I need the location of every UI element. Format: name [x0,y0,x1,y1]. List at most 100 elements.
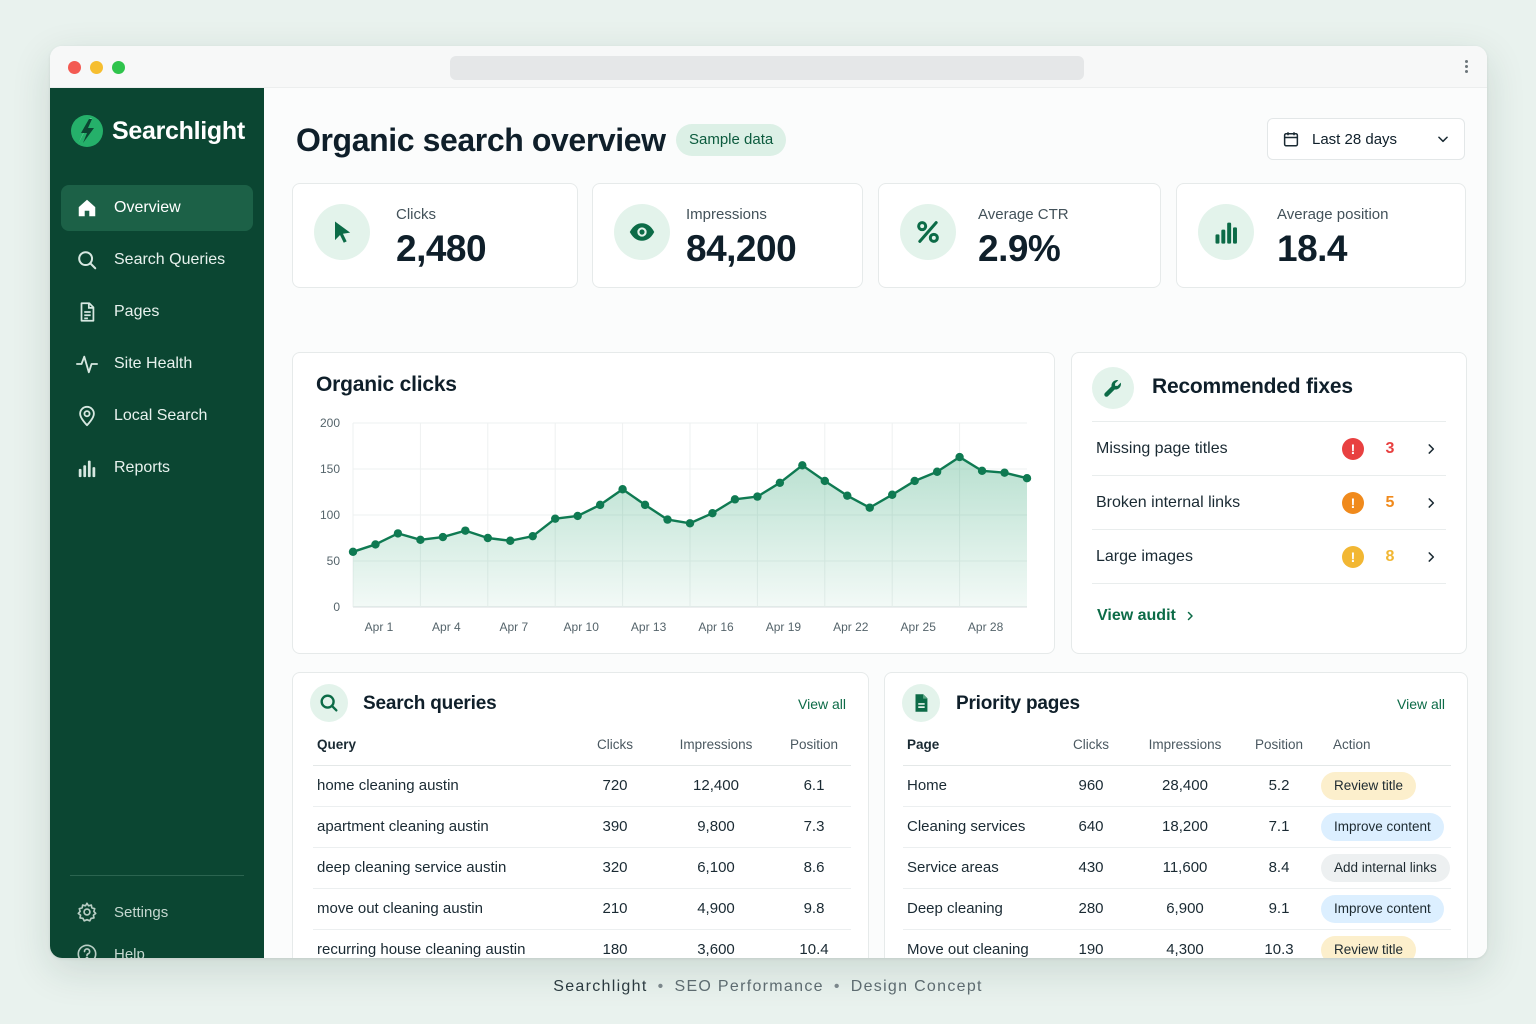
page-cell: Move out cleaning [907,941,1029,958]
sidebar-item-label: Reports [114,459,171,476]
metric-cell: 10.3 [1264,941,1294,958]
table-row[interactable]: Deep cleaning 280 6,900 9.1 Improve content [903,888,1451,930]
action-pill[interactable]: Review title [1321,935,1417,958]
sidebar-item-local-search[interactable]: Local Search [61,393,253,439]
x-tick-label: Apr 4 [432,620,461,634]
kpi-card-average-position: Average position 18.4 [1176,183,1466,288]
metric-cell: 9.8 [777,888,851,930]
priority-pages-card: Priority pages View all Page Clicks Impres… [884,672,1468,958]
kpi-card-impressions: Impressions 84,200 [592,183,863,288]
table-row[interactable]: apartment cleaning austin 390 9,800 7.3 [313,806,851,848]
table-row[interactable]: Move out cleaning 190 4,300 10.3 Review titl… [903,929,1451,958]
data-point [371,540,380,549]
fix-count: 5 [1385,493,1395,511]
column-header[interactable]: Impressions [655,725,777,766]
search-queries-card: Search queries View all Query Clicks Impre… [292,672,869,958]
data-point [910,476,919,486]
column-header[interactable]: Action [1315,725,1451,766]
table-row[interactable]: Cleaning services 640 18,200 7.1 Improve con… [903,806,1451,848]
y-tick-label: 150 [320,462,340,476]
table-row[interactable]: home cleaning austin 720 12,400 6.1 [313,765,851,807]
pages-view-all-link[interactable]: View all [1397,696,1445,712]
sidebar-divider [70,875,244,876]
sidebar-item-help[interactable]: Help [61,934,253,958]
close-window-button[interactable] [68,61,81,74]
column-header[interactable]: Clicks [575,725,655,766]
sidebar-bottom-nav: Settings Help [61,892,253,958]
fixes-title: Recommended fixes [1152,375,1353,398]
percent-icon [917,221,939,243]
kpi-value: 2,480 [396,228,487,269]
sidebar-item-pages[interactable]: Pages [61,289,253,335]
table-row[interactable]: Home 960 28,400 5.2 Review title [903,765,1451,807]
column-header[interactable]: Page [903,725,1055,766]
metric-cell: 430 [1055,847,1127,889]
table-row[interactable]: move out cleaning austin 210 4,900 9.8 [313,888,851,930]
fix-row[interactable]: Broken internal links! 5 [1092,475,1446,529]
data-point [461,526,470,535]
action-pill[interactable]: Add internal links [1321,853,1450,882]
alert-icon: ! [1342,437,1364,460]
action-pill[interactable]: Review title [1321,771,1417,800]
metric-cell: 8.4 [1243,847,1315,889]
sidebar-item-overview[interactable]: Overview [61,185,253,231]
data-point [798,461,807,470]
browser-menu-icon[interactable] [1461,58,1471,78]
kpi-label: Clicks [396,206,436,223]
page-cell: Deep cleaning [903,888,1055,930]
action-pill[interactable]: Improve content [1321,894,1444,923]
fix-row[interactable]: Missing page titles! 3 [1092,421,1446,475]
page-cell: Service areas [903,847,1055,889]
sidebar-item-reports[interactable]: Reports [61,445,253,491]
x-tick-label: Apr 25 [901,620,937,634]
table-row[interactable]: recurring house cleaning austin 180 3,600 1… [313,929,851,958]
column-header[interactable]: Position [1243,725,1315,766]
data-point [663,515,672,524]
chevron-right-icon [1416,550,1446,564]
alert-icon: ! [1342,545,1364,568]
sidebar-item-settings[interactable]: Settings [61,892,253,932]
footer-caption: Searchlight • SEO Performance • Design Conce… [0,978,1536,996]
kpi-icon-wrap [314,204,370,260]
document-icon [915,694,928,712]
table-row[interactable]: Service areas 430 11,600 8.4 Add internal li… [903,847,1451,889]
footer-separator: • [833,978,841,995]
sidebar-item-site-health[interactable]: Site Health [61,341,253,387]
page-title: Organic search overview [296,122,666,158]
sidebar-item-search-queries[interactable]: Search Queries [61,237,253,283]
address-bar[interactable] [450,56,1084,80]
organic-clicks-chart[interactable]: 0 50 100 150 200 Apr 1 Apr 4 Apr 7 Apr 10 Apr 13 A… [293,353,1056,655]
fix-row[interactable]: Large images! 8 [1092,529,1446,583]
table-header-row: Page Clicks Impressions Position Action [903,725,1451,766]
maximize-window-button[interactable] [112,61,125,74]
date-range-dropdown[interactable]: Last 28 days [1267,118,1465,160]
metric-cell: 280 [1055,888,1127,930]
metric-cell: 320 [575,847,655,889]
browser-window: Searchlight Overview Search Queries Page… [50,46,1487,958]
column-header[interactable]: Position [777,725,851,766]
data-point [820,476,829,486]
sidebar-item-label: Search Queries [114,251,226,268]
queries-title: Search queries [363,693,497,714]
column-header[interactable]: Clicks [1055,725,1127,766]
view-audit-link[interactable]: View audit [1097,607,1196,625]
document-icon [80,302,95,322]
bar-chart-icon [1215,222,1237,244]
minimize-window-button[interactable] [90,61,103,74]
table-row[interactable]: deep cleaning service austin 320 6,100 8.6 [313,847,851,889]
x-tick-label: Apr 7 [499,620,528,634]
kpi-label: Average position [1277,206,1389,223]
data-point [618,485,627,494]
column-header[interactable]: Query [313,725,575,766]
action-cell: Improve content [1315,806,1451,848]
kpi-label: Average CTR [978,206,1069,223]
brand[interactable]: Searchlight [70,114,245,148]
data-point [775,478,785,487]
metric-cell: 6.1 [777,765,851,807]
chart-title: Organic clicks [316,373,457,396]
column-header[interactable]: Impressions [1127,725,1243,766]
action-pill[interactable]: Improve content [1321,812,1444,841]
data-point [888,490,897,499]
queries-view-all-link[interactable]: View all [798,696,846,712]
date-range-label: Last 28 days [1312,130,1398,148]
